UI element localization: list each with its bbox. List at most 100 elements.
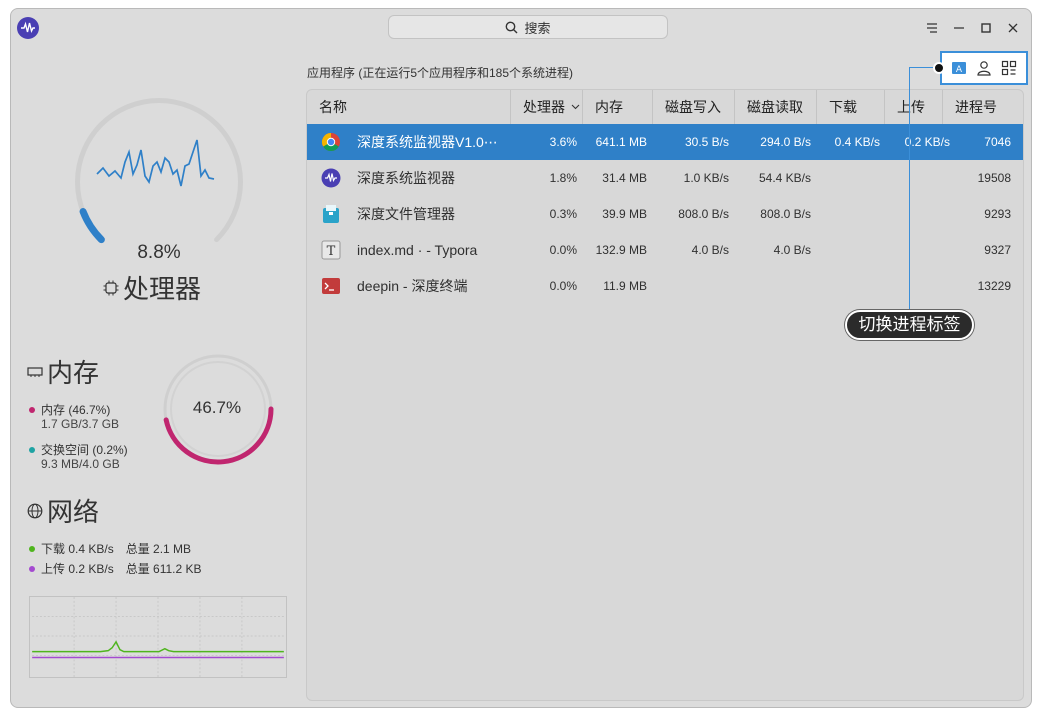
column-header-pid[interactable]: 进程号 [955,99,997,115]
column-header-disk-read[interactable]: 磁盘读取 [735,90,817,124]
upload-legend: 上传 0.2 KB/s 总量 611.2 KB [29,560,202,577]
table-header: 名称 处理器 内存 磁盘写入 磁盘读取 下载 上传 进程号 [307,90,1023,124]
column-header-memory[interactable]: 内存 [583,90,653,124]
cpu-gauge [75,97,243,244]
maximize-button[interactable] [975,17,997,39]
file-manager-icon [323,205,339,223]
all-processes-icon [1002,60,1017,76]
minimize-icon [954,27,964,29]
memory-ring-value: 46.7% [192,398,242,417]
swap-legend: 交换空间 (0.2%) [29,441,128,458]
column-header-download[interactable]: 下载 [817,90,885,124]
process-summary: 应用程序 (正在运行5个应用程序和185个系统进程) [307,66,574,80]
search-icon [506,21,518,33]
process-name: 深度系统监视器 [357,170,455,186]
process-upload [885,160,950,196]
process-cpu: 3.6% [549,135,577,149]
process-name: deepin - 深度终端 [357,278,468,294]
globe-icon [27,503,43,518]
process-upload [885,232,950,268]
apps-icon: A [951,62,966,75]
download-dot [29,545,35,552]
upload-total: 总量 611.2 KB [125,562,202,576]
callout-marker [933,62,945,74]
table-row[interactable]: 深度系统监视器V1.0⋯ 3.6% 641.1 MB 30.5 B/s 294.… [307,124,1023,160]
process-upload [885,268,950,304]
process-memory: 11.9 MB [603,279,647,293]
show-all-processes-button[interactable] [999,58,1019,78]
process-cpu: 1.8% [549,171,577,185]
memory-title: 内存 [27,353,99,390]
process-name: index.md · - Typora [357,242,478,258]
table-row[interactable]: T index.md · - Typora 0.0% 132.9 MB 4.0 … [307,232,1023,268]
network-graph [29,596,287,678]
search-placeholder: 搜索 [524,20,551,36]
main-window: 搜索 8.8% 处理器 内存 内存 [10,8,1032,708]
memory-icon [27,366,43,377]
process-disk-write: 808.0 B/s [678,207,729,221]
maximize-icon [981,23,991,33]
column-header-disk-write[interactable]: 磁盘写入 [653,90,735,124]
show-my-processes-button[interactable] [974,58,994,78]
process-cpu: 0.0% [549,279,577,293]
process-download: 0.4 KB/s [834,135,880,149]
callout-connector [909,67,936,68]
cpu-usage-value: 8.8% [137,242,181,263]
process-pid: 7046 [984,135,1011,149]
process-cpu: 0.0% [549,243,577,257]
process-download [817,268,880,304]
process-cpu: 0.3% [549,207,577,221]
sidebar: 8.8% 处理器 内存 内存 (46.7%) 1.7 GB/3.7 GB 交换空… [11,49,298,707]
process-pid: 9293 [984,207,1011,221]
network-title: 网络 [27,492,99,529]
monitor-icon [321,168,341,188]
memory-legend-label: 内存 (46.7%) [41,403,111,417]
menu-icon [927,23,937,33]
table-row[interactable]: 深度文件管理器 0.3% 39.9 MB 808.0 B/s 808.0 B/s… [307,196,1023,232]
chrome-icon [321,133,340,152]
network-title-label: 网络 [47,497,100,527]
column-header-cpu[interactable]: 处理器 [511,90,583,124]
memory-detail: 1.7 GB/3.7 GB [41,417,120,431]
memory-dot [29,406,35,413]
column-header-upload[interactable]: 上传 [885,90,943,124]
memory-ring [163,354,274,465]
process-disk-write: 30.5 B/s [684,135,729,149]
callout-connector-vertical [909,67,910,311]
process-memory: 31.4 MB [602,171,647,185]
process-memory: 132.9 MB [595,243,647,257]
process-disk-read: 4.0 B/s [773,243,811,257]
process-name: 深度系统监视器V1.0⋯ [357,134,497,150]
search-input[interactable]: 搜索 [388,15,668,39]
callout-label: 切换进程标签 [845,310,974,340]
process-memory: 641.1 MB [595,135,647,149]
close-button[interactable] [1002,17,1024,39]
terminal-icon [322,278,340,294]
process-filter-switch: A [940,51,1028,85]
process-disk-read: 294.0 B/s [760,135,811,149]
upload-dot [29,565,35,572]
process-disk-read [735,268,811,304]
cpu-title: 处理器 [103,269,201,306]
app-logo-icon [17,17,39,39]
sort-desc-icon [571,104,580,110]
column-header-cpu-label: 处理器 [523,99,565,115]
upload-rate: 上传 0.2 KB/s [41,562,114,576]
chip-icon [103,280,119,295]
process-download [817,232,880,268]
swap-detail: 9.3 MB/4.0 GB [41,457,120,471]
main-panel: 应用程序 (正在运行5个应用程序和185个系统进程) 名称 处理器 内存 磁盘写… [306,49,1028,701]
show-apps-button[interactable]: A [949,58,969,78]
process-pid: 13229 [977,279,1011,293]
download-legend: 下载 0.4 KB/s 总量 2.1 MB [29,540,191,557]
column-header-name[interactable]: 名称 [307,90,511,124]
minimize-button[interactable] [948,17,970,39]
table-row[interactable]: deepin - 深度终端 0.0% 11.9 MB 13229 [307,268,1023,304]
process-name: 深度文件管理器 [357,206,455,222]
menu-button[interactable] [921,17,943,39]
memory-legend: 内存 (46.7%) [29,401,110,418]
process-download [817,160,880,196]
swap-legend-label: 交换空间 (0.2%) [41,443,128,457]
process-disk-read: 808.0 B/s [760,207,811,221]
table-row[interactable]: 深度系统监视器 1.8% 31.4 MB 1.0 KB/s 54.4 KB/s … [307,160,1023,196]
